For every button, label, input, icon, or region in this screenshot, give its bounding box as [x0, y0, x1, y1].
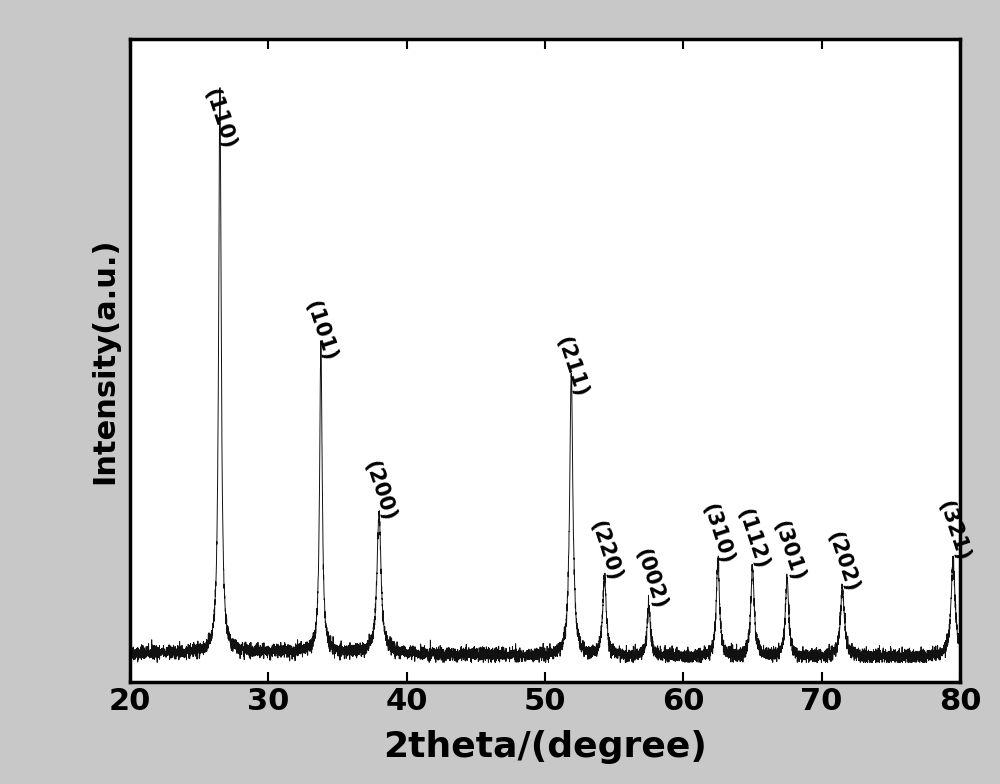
Text: (321): (321): [934, 498, 972, 564]
Text: (301): (301): [769, 517, 808, 583]
Y-axis label: Intensity(a.u.): Intensity(a.u.): [90, 238, 119, 484]
Text: (202): (202): [823, 529, 862, 595]
Text: (211): (211): [552, 335, 590, 400]
X-axis label: 2theta/(degree): 2theta/(degree): [383, 730, 707, 764]
Text: (310): (310): [699, 501, 737, 567]
Text: (200): (200): [360, 459, 398, 524]
Text: (002): (002): [631, 546, 669, 612]
Text: (101): (101): [302, 298, 340, 364]
Text: (220): (220): [587, 517, 625, 583]
Text: (112): (112): [733, 506, 772, 572]
Text: (110): (110): [201, 86, 239, 152]
